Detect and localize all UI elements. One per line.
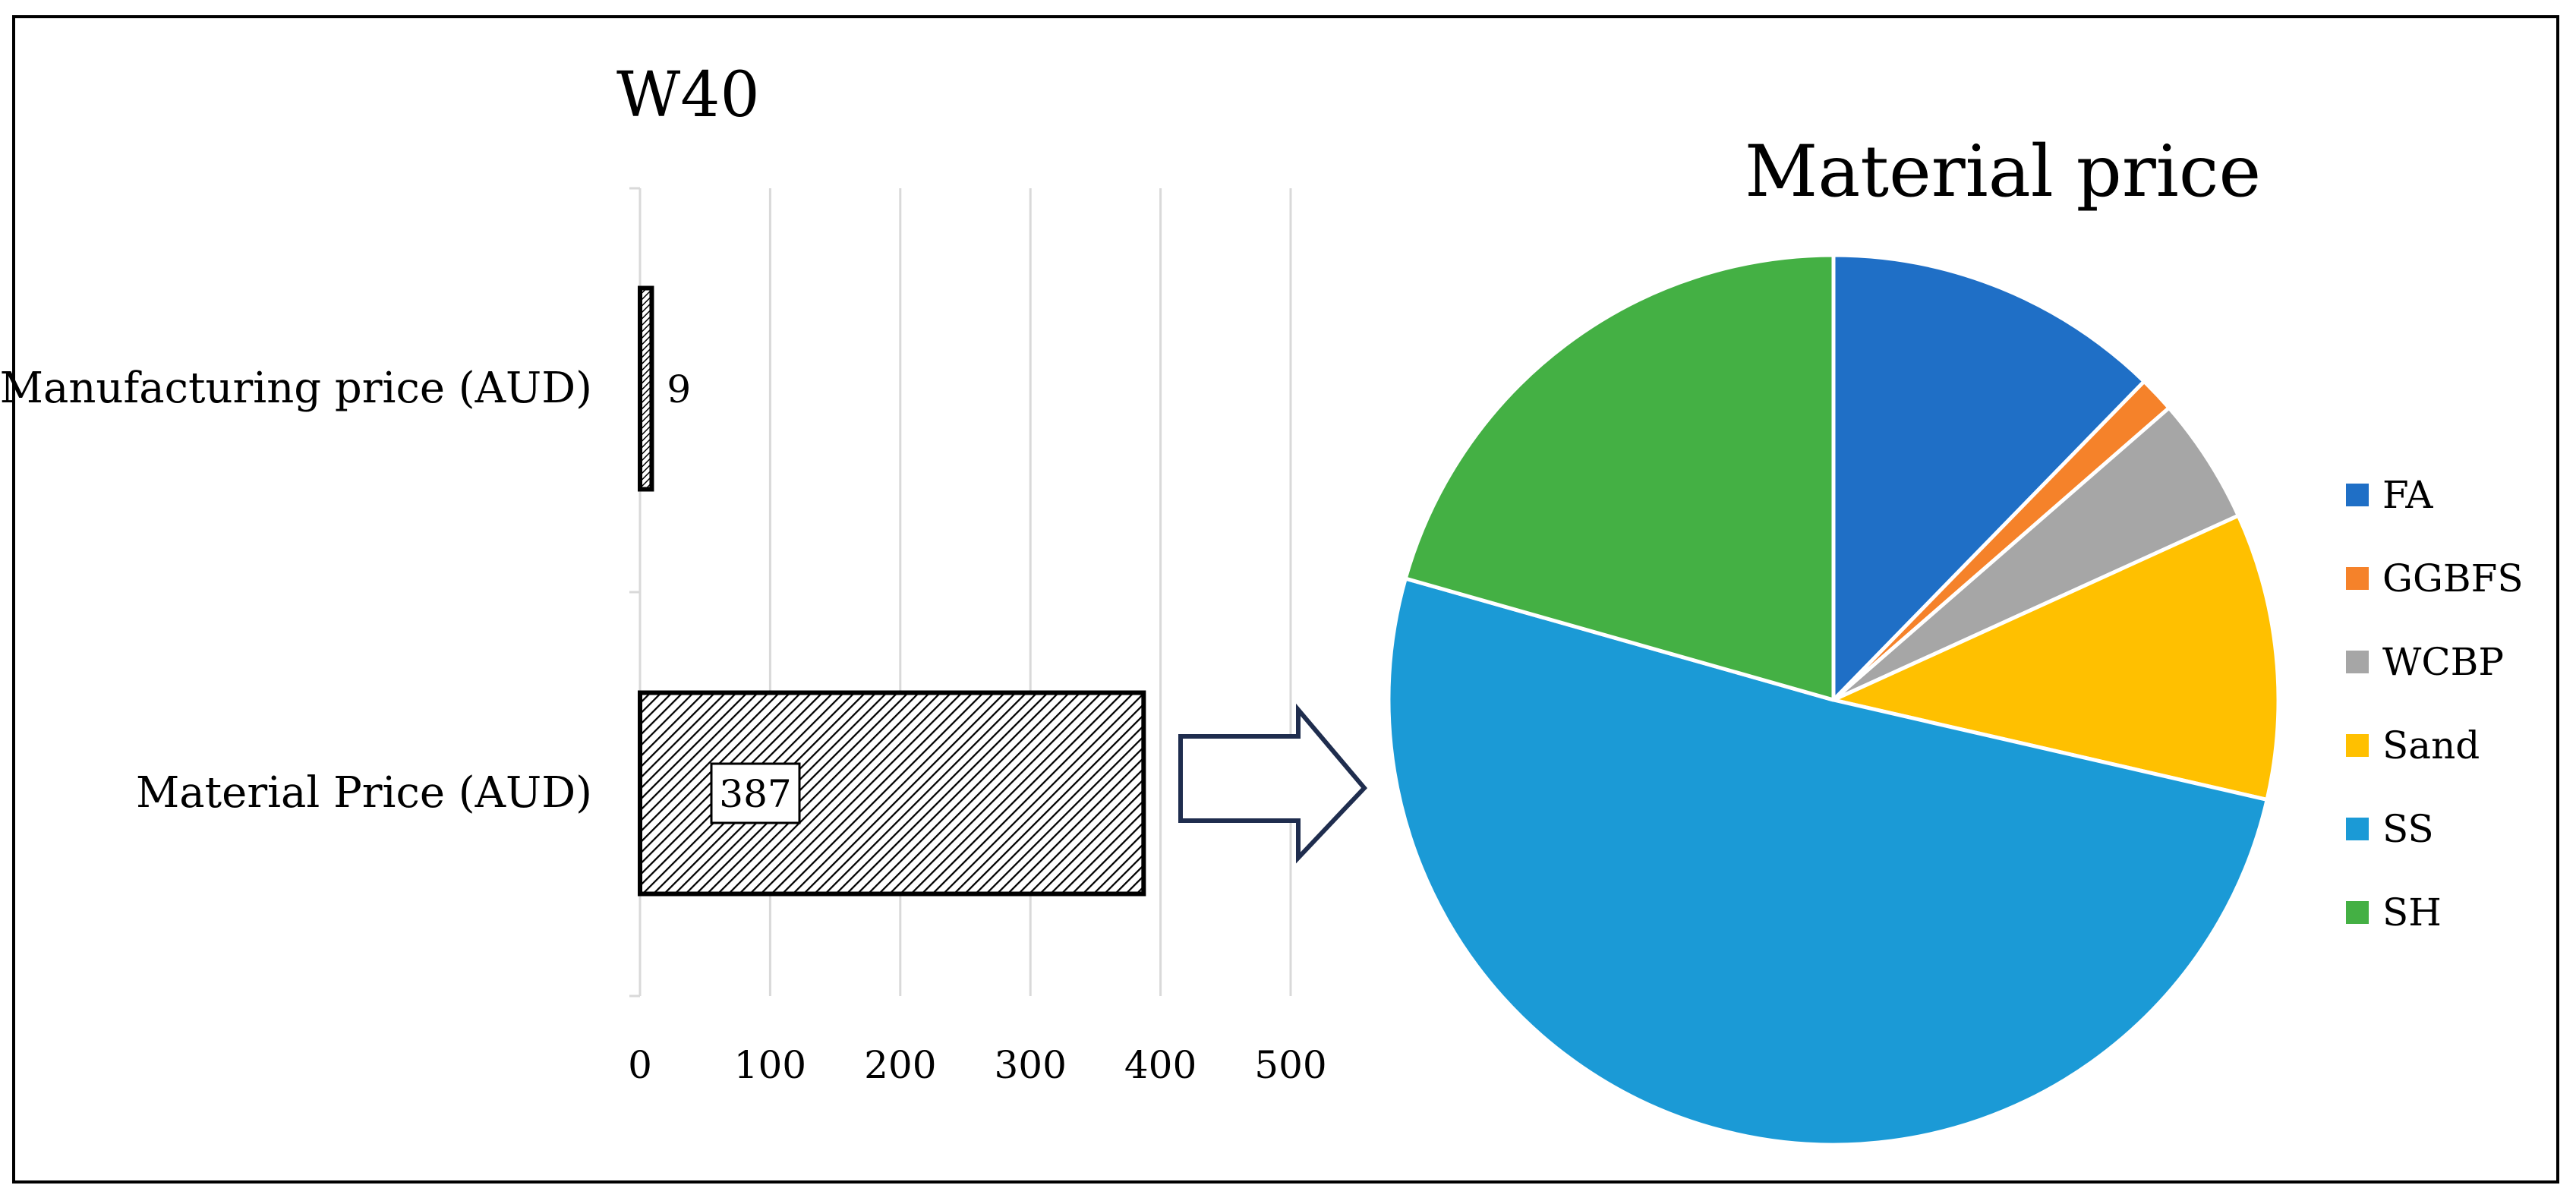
category-label: Material Price (AUD) bbox=[136, 768, 592, 818]
x-tick-label: 400 bbox=[1124, 1043, 1197, 1087]
legend-label: SS bbox=[2382, 807, 2434, 851]
pie-legend: FA GGBFS WCBP Sand SS SH bbox=[2346, 473, 2524, 935]
legend-label: GGBFS bbox=[2382, 556, 2524, 600]
pie-chart-title: Material price bbox=[1745, 131, 2262, 213]
bar bbox=[638, 285, 654, 492]
legend-label: SH bbox=[2382, 890, 2442, 935]
data-label: 9 bbox=[667, 367, 691, 411]
bar-chart: 0 100 200 300 400 500 Manufacturing price (AUD… bbox=[0, 187, 1327, 1087]
x-tick-label: 0 bbox=[628, 1043, 652, 1087]
arrow-right-icon bbox=[1178, 703, 1368, 864]
x-tick-label: 300 bbox=[994, 1043, 1066, 1087]
x-tick-label: 200 bbox=[864, 1043, 936, 1087]
legend-swatch bbox=[2346, 901, 2369, 924]
pie-chart bbox=[1386, 253, 2281, 1147]
legend-swatch bbox=[2346, 651, 2369, 673]
legend-swatch bbox=[2346, 567, 2369, 590]
category-label: Manufacturing price (AUD) bbox=[0, 364, 592, 413]
pie-slice bbox=[1831, 253, 2146, 702]
pie-slice bbox=[1386, 576, 2269, 1147]
legend-label: Sand bbox=[2382, 723, 2480, 767]
x-tick-label: 500 bbox=[1254, 1043, 1326, 1087]
legend-swatch bbox=[2346, 818, 2369, 840]
data-label: 387 bbox=[719, 772, 791, 816]
data-label-box bbox=[710, 762, 801, 824]
x-tick-label: 100 bbox=[734, 1043, 806, 1087]
pie-slice bbox=[1831, 405, 2240, 702]
legend-swatch bbox=[2346, 734, 2369, 757]
pie-slice bbox=[1403, 253, 1836, 702]
bar-chart-title: W40 bbox=[616, 59, 760, 131]
legend-label: WCBP bbox=[2382, 640, 2504, 684]
legend-swatch bbox=[2346, 484, 2369, 506]
legend-label: FA bbox=[2382, 473, 2433, 517]
pie-slice bbox=[1831, 513, 2281, 802]
